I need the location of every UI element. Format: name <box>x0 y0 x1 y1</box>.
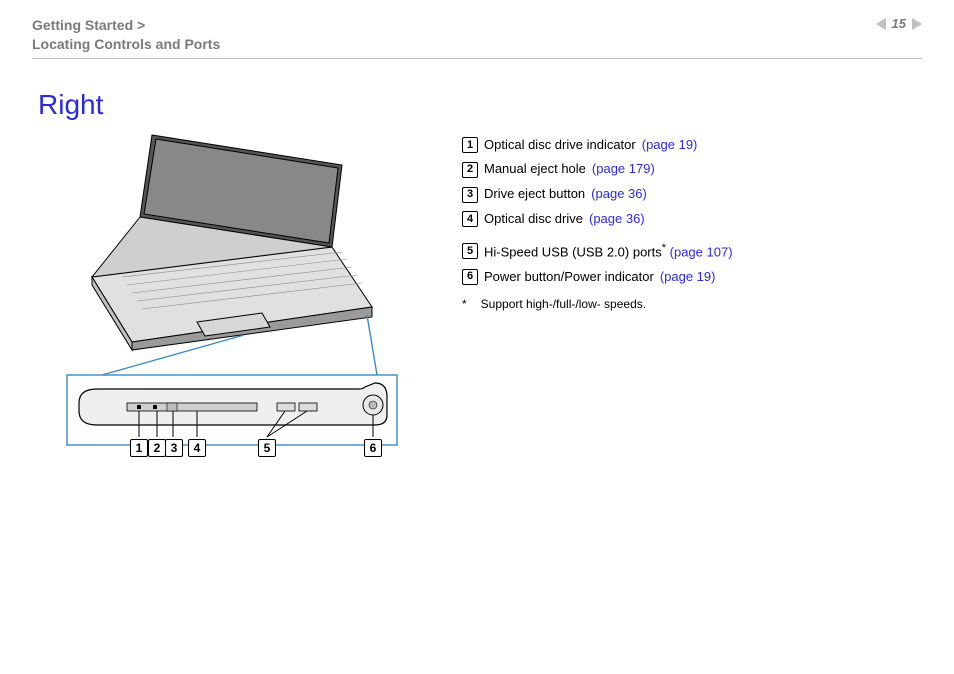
legend-pagelink[interactable]: (page 36) <box>589 207 645 232</box>
laptop-illustration <box>32 127 432 467</box>
diagram-callout-4: 4 <box>188 439 206 457</box>
next-page-icon[interactable] <box>912 18 922 30</box>
legend-num: 1 <box>462 137 478 153</box>
diagram-callout-2: 2 <box>148 439 166 457</box>
legend-footnote: * Support high-/full-/low- speeds. <box>462 293 922 316</box>
prev-page-icon[interactable] <box>876 18 886 30</box>
legend-item: 5 Hi-Speed USB (USB 2.0) ports* (page 10… <box>462 238 922 265</box>
legend-sup: * <box>662 242 666 254</box>
legend-text: Power button/Power indicator <box>484 265 654 290</box>
legend-pagelink[interactable]: (page 107) <box>670 244 733 259</box>
legend-item: 1 Optical disc drive indicator (page 19) <box>462 133 922 158</box>
legend-text: Optical disc drive <box>484 207 583 232</box>
legend-pagelink[interactable]: (page 179) <box>592 157 655 182</box>
page-header: Getting Started > Locating Controls and … <box>32 16 922 59</box>
legend-pagelink[interactable]: (page 19) <box>660 265 716 290</box>
legend-num: 5 <box>462 243 478 259</box>
breadcrumb: Getting Started > Locating Controls and … <box>32 16 220 54</box>
section-title: Right <box>38 89 922 121</box>
legend-num: 4 <box>462 211 478 227</box>
legend-item: 3 Drive eject button (page 36) <box>462 182 922 207</box>
breadcrumb-line1: Getting Started > <box>32 16 220 35</box>
legend-item: 2 Manual eject hole (page 179) <box>462 157 922 182</box>
page-nav: 15 <box>876 16 922 31</box>
legend-text: Hi-Speed USB (USB 2.0) ports <box>484 244 662 259</box>
legend-text: Optical disc drive indicator <box>484 133 636 158</box>
legend-text: Manual eject hole <box>484 157 586 182</box>
footnote-mark: * <box>462 293 467 316</box>
legend-item: 6 Power button/Power indicator (page 19) <box>462 265 922 290</box>
laptop-diagram: 1 2 3 4 5 6 <box>32 127 432 467</box>
legend-num: 2 <box>462 162 478 178</box>
legend-pagelink[interactable]: (page 36) <box>591 182 647 207</box>
legend-pagelink[interactable]: (page 19) <box>642 133 698 158</box>
legend-num: 3 <box>462 187 478 203</box>
footnote-text: Support high-/full-/low- speeds. <box>481 293 646 316</box>
page-number: 15 <box>892 16 906 31</box>
diagram-callout-5: 5 <box>258 439 276 457</box>
breadcrumb-line2: Locating Controls and Ports <box>32 35 220 54</box>
diagram-callout-6: 6 <box>364 439 382 457</box>
legend-item: 4 Optical disc drive (page 36) <box>462 207 922 232</box>
legend-text: Drive eject button <box>484 182 585 207</box>
legend: 1 Optical disc drive indicator (page 19)… <box>462 133 922 316</box>
diagram-callout-1: 1 <box>130 439 148 457</box>
diagram-callout-3: 3 <box>165 439 183 457</box>
legend-num: 6 <box>462 269 478 285</box>
